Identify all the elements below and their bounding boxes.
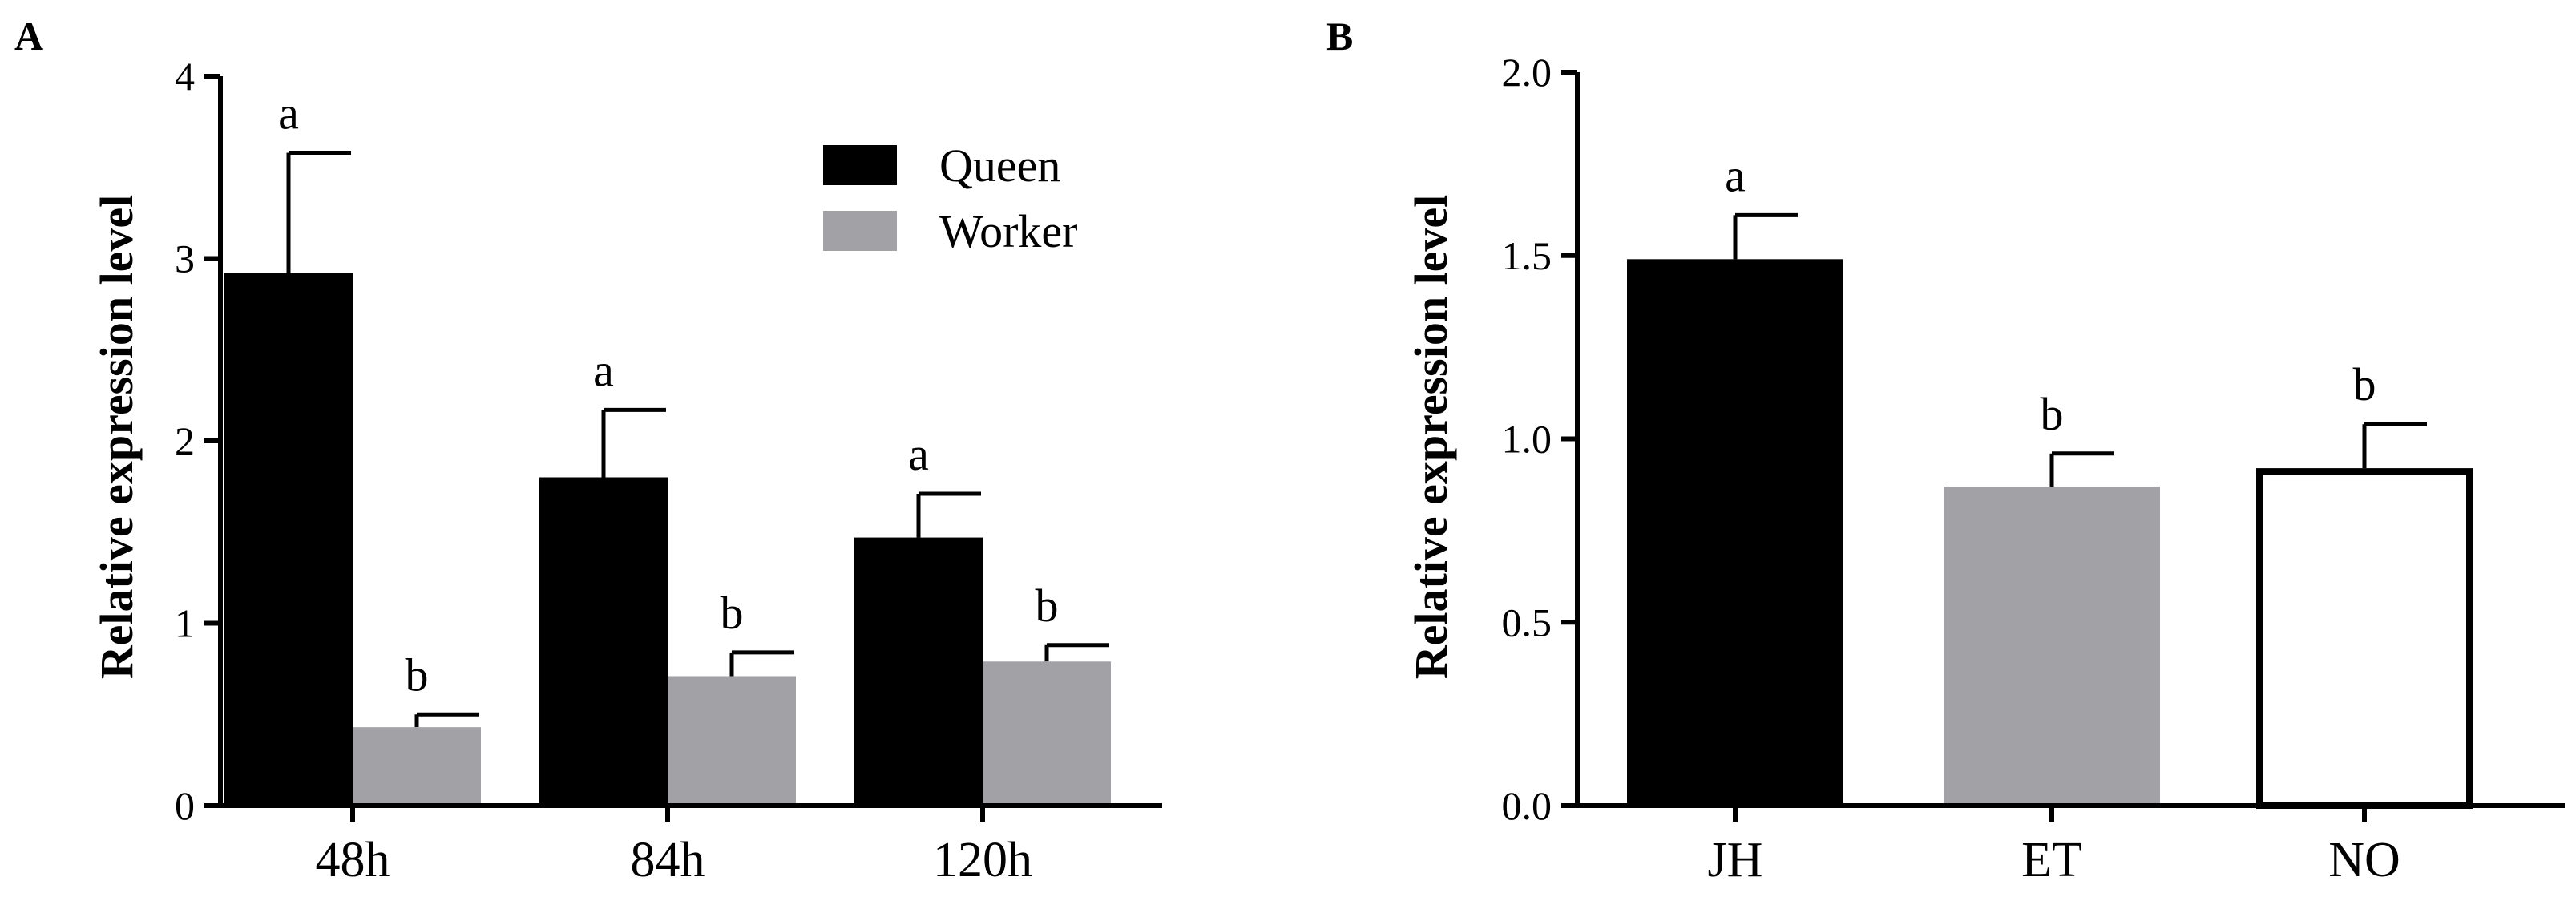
panel-a-label: A [14, 14, 43, 59]
panel-a-y-tick-label-3: 3 [175, 236, 195, 281]
panel-a-y-axis-label: Relative expression level [91, 195, 143, 680]
bar-worker-120h [983, 661, 1111, 806]
bar-worker-120h-sig-label: b [1036, 580, 1059, 632]
bar-no-sig-label: b [2353, 358, 2376, 410]
legend-swatch-worker [823, 211, 897, 251]
panel-a-y-tick-label-1: 1 [175, 601, 195, 646]
panel-b-y-axis-label: Relative expression level [1405, 195, 1457, 680]
panel-a: A Relative expression level a b a b a b 0 1 2 3 4… [14, 14, 1162, 887]
panel-b-y-tick-label-2: 1.0 [1502, 417, 1552, 462]
bar-worker-84h [668, 676, 796, 806]
bar-worker-48h-sig-label: b [406, 648, 429, 701]
panel-b-label: B [1326, 14, 1353, 59]
x-tick-label-NO: NO [2328, 833, 2400, 887]
x-tick-label-84h: 84h [631, 833, 705, 887]
panel-a-y-tick-label-2: 2 [175, 418, 195, 463]
panel-b-y-tick-label-3: 1.5 [1502, 233, 1552, 278]
panel-a-bars: a b a b a b [224, 87, 1111, 806]
x-tick-label-48h: 48h [316, 833, 390, 887]
bar-et [1944, 486, 2160, 806]
bar-queen-120h [854, 537, 983, 806]
legend-label-worker: Worker [939, 205, 1077, 257]
bar-queen-120h-sig-label: a [908, 428, 929, 480]
panel-b-y-tick-label-1: 0.5 [1502, 600, 1552, 644]
panel-a-y-ticks: 0 1 2 3 4 [175, 54, 220, 828]
bar-worker-84h-sig-label: b [721, 587, 744, 639]
x-tick-label-JH: JH [1708, 833, 1763, 887]
bar-et-sig-label: b [2041, 388, 2064, 440]
x-tick-label-ET: ET [2021, 833, 2082, 887]
panel-a-y-tick-label-0: 0 [175, 783, 195, 828]
panel-a-y-tick-label-4: 4 [175, 54, 195, 99]
panel-b-y-tick-label-0: 0.0 [1502, 783, 1552, 828]
panel-b-y-tick-label-4: 2.0 [1502, 50, 1552, 95]
panel-b-bars: a b b [1627, 149, 2473, 809]
bar-jh [1627, 259, 1843, 806]
panel-b-y-ticks: 0.0 0.5 1.0 1.5 2.0 [1502, 50, 1577, 828]
bar-queen-84h-sig-label: a [593, 344, 614, 396]
x-tick-label-120h: 120h [933, 833, 1032, 887]
bar-jh-sig-label: a [1725, 149, 1746, 201]
panel-b: B Relative expression level a b b 0.0 0.5 1.… [1326, 14, 2565, 887]
panel-b-x-tick-labels: JH ET NO [1708, 833, 2400, 887]
panel-a-x-tick-labels: 48h 84h 120h [316, 833, 1033, 887]
bar-queen-84h [539, 477, 668, 806]
bar-no [2256, 468, 2473, 809]
bar-queen-48h [224, 273, 353, 806]
bar-worker-48h [353, 727, 481, 806]
legend-label-queen: Queen [939, 139, 1060, 192]
bar-queen-48h-sig-label: a [278, 87, 299, 139]
panel-a-legend: Queen Worker [823, 139, 1077, 257]
legend-swatch-queen [823, 145, 897, 185]
